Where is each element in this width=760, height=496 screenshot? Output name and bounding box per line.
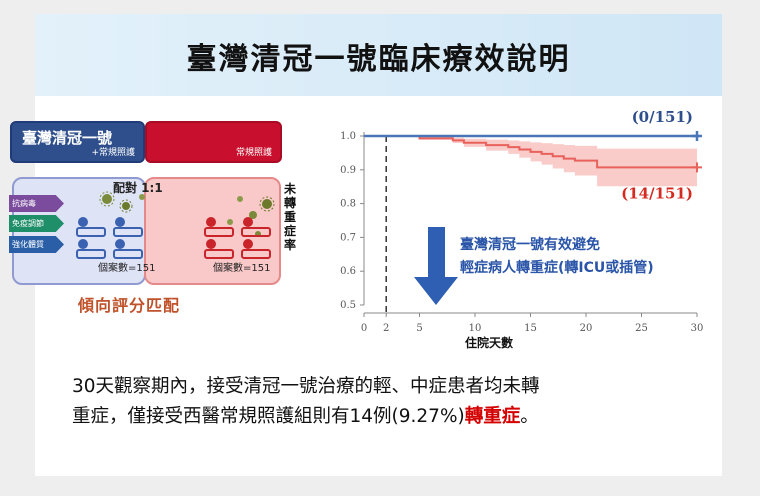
control-ci-band xyxy=(364,136,697,187)
y-tick-label: 0.9 xyxy=(340,165,356,176)
x-axis-label: 住院天數 xyxy=(465,336,514,350)
control-arm-sub: 常規照護 xyxy=(235,148,272,158)
y-tick-label: 0.7 xyxy=(340,232,356,243)
y-axis-label: 未轉重症率 xyxy=(283,182,296,252)
treatment-arm-box: 臺灣清冠一號 +常規照護 xyxy=(10,121,145,163)
tag-constitution: 強化體質 xyxy=(9,236,64,253)
x-tick-label: 15 xyxy=(524,323,537,334)
x-tick-label: 0 xyxy=(361,323,367,334)
summary-line1: 30天觀察期內，接受清冠一號治療的輕、中症患者均未轉 xyxy=(72,376,540,397)
chart-marks: (0/151) (14/151) xyxy=(364,108,702,313)
page-title: 臺灣清冠一號臨床療效說明 xyxy=(186,42,571,77)
x-tick-label: 2 xyxy=(383,323,389,334)
down-arrow xyxy=(414,227,458,305)
tag-immune: 免疫調節 xyxy=(9,215,64,232)
control-censor-mark xyxy=(692,162,702,173)
tag-antiviral: 抗病毒 xyxy=(9,195,64,212)
x-tick-label: 20 xyxy=(580,323,593,334)
summary-highlight: 轉重症 xyxy=(464,406,521,427)
summary-line2-c: 。 xyxy=(520,406,539,427)
y-tick-label: 0.8 xyxy=(340,199,356,210)
x-tick-label: 10 xyxy=(469,323,482,334)
control-end-label: (14/151) xyxy=(621,184,693,202)
x-tick-label: 25 xyxy=(635,323,648,334)
treatment-arm-sub: +常規照護 xyxy=(91,148,135,158)
treatment-arm-name: 臺灣清冠一號 xyxy=(22,129,113,147)
x-tick-label: 30 xyxy=(691,323,704,334)
summary-text: 30天觀察期內，接受清冠一號治療的輕、中症患者均未轉 重症，僅接受西醫常規照護組… xyxy=(72,372,702,432)
summary-line2-a: 重症，僅接受西醫常規照護組則有14例(9.27%) xyxy=(72,406,465,427)
treatment-end-label: (0/151) xyxy=(632,108,693,126)
control-arm-box: 常規照護 xyxy=(145,121,282,163)
y-tick-label: 1.0 xyxy=(340,131,356,142)
title-banner: 臺灣清冠一號臨床療效說明 xyxy=(35,14,722,96)
x-tick-label: 5 xyxy=(416,323,422,334)
annotation-line2: 輕症病人轉重症(轉ICU或插管) xyxy=(460,259,654,276)
y-tick-label: 0.6 xyxy=(340,266,356,277)
pairing-label: 配對 1:1 xyxy=(113,181,163,195)
treatment-count: 個案數=151 xyxy=(98,263,156,274)
y-tick-label: 0.5 xyxy=(340,300,356,311)
propensity-score-label: 傾向評分匹配 xyxy=(78,296,181,315)
annotation-line1: 臺灣清冠一號有效避免 xyxy=(460,236,600,253)
control-count: 個案數=151 xyxy=(213,263,271,274)
summary-line2: 重症，僅接受西醫常規照護組則有14例(9.27%)轉重症。 xyxy=(72,402,702,432)
axes: 0.50.60.70.80.91.00 2 5 10 15 20 25 30 xyxy=(340,131,703,334)
control-series-line xyxy=(364,135,697,169)
treatment-censor-mark xyxy=(692,131,702,141)
